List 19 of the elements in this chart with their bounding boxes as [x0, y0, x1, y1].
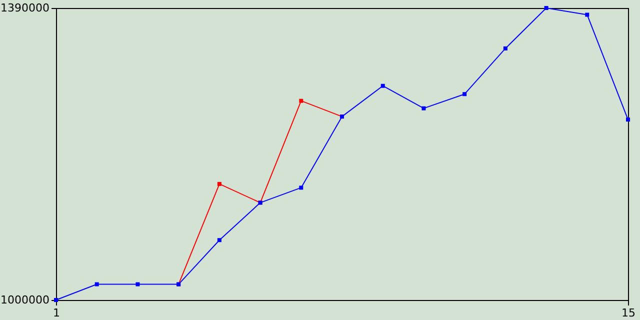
point	[136, 282, 140, 286]
point	[585, 12, 590, 17]
point	[544, 6, 548, 10]
point	[217, 238, 222, 242]
point	[380, 84, 385, 88]
line-series	[54, 6, 630, 302]
point	[462, 92, 467, 96]
point	[94, 282, 99, 286]
point	[299, 186, 304, 190]
point	[54, 298, 58, 302]
point	[299, 98, 304, 103]
y-tick-label: 1390000	[0, 2, 50, 14]
point	[422, 106, 426, 110]
point	[503, 46, 508, 50]
point	[626, 118, 630, 122]
x-tick-label: 1	[53, 306, 60, 320]
x-tick-label: 15	[622, 306, 636, 320]
point	[217, 182, 222, 186]
y-tick-label: 1000000	[0, 294, 50, 306]
